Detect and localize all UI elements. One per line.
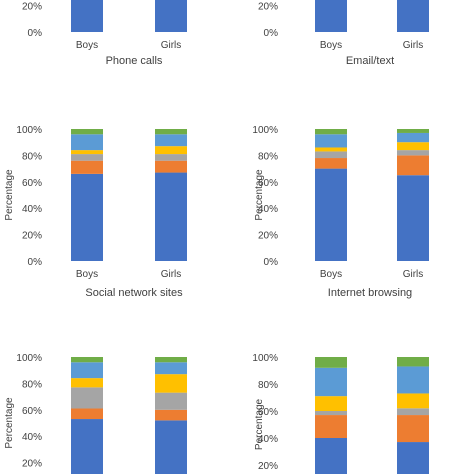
bar-segment-girls-4	[397, 142, 429, 151]
panel-title: Internet browsing	[328, 287, 412, 299]
bar-segment-boys-4	[71, 150, 103, 155]
y-axis-label: Percentage	[4, 169, 15, 221]
y-tick-label: 20%	[22, 459, 42, 470]
bar-segment-girls-2	[155, 409, 187, 421]
x-category-label: Girls	[403, 40, 424, 51]
y-tick-label: 0%	[28, 257, 43, 268]
y-axis-label: Percentage	[254, 398, 265, 450]
bar-segment-boys-2	[71, 160, 103, 174]
y-tick-label: 20%	[258, 231, 278, 242]
bar-segment-girls-3	[155, 154, 187, 161]
panel-title: Social network sites	[85, 287, 183, 299]
bar-segment-girls-6	[397, 129, 429, 133]
bar-segment-girls-3	[397, 408, 429, 416]
y-axis-label: Percentage	[4, 397, 15, 449]
y-tick-label: 20%	[258, 461, 278, 472]
y-tick-label: 0%	[264, 257, 279, 268]
bar-segment-girls-5	[155, 134, 187, 147]
bar-segment-boys-5	[315, 367, 347, 397]
bar-segment-boys-4	[315, 396, 347, 411]
bar-segment-girls-6	[155, 129, 187, 135]
y-tick-label: 40%	[22, 432, 42, 443]
bar-segment-boys-1	[71, 173, 103, 261]
bar-segment-boys-3	[315, 151, 347, 159]
bar-segment-girls-2	[397, 415, 429, 443]
y-tick-label: 40%	[258, 434, 278, 445]
y-tick-label: 100%	[16, 125, 42, 136]
y-tick-label: 20%	[22, 2, 42, 13]
bar-segment-boys-1	[71, 419, 103, 474]
y-tick-label: 40%	[22, 204, 42, 215]
bar-segment-boys-1	[315, 168, 347, 261]
bar-segment-boys-5	[315, 134, 347, 148]
bar-segment-girls-2	[155, 160, 187, 173]
y-tick-label: 60%	[258, 407, 278, 418]
y-tick-label: 100%	[252, 353, 278, 364]
bar-segment-girls-1	[397, 0, 429, 32]
x-category-label: Girls	[161, 40, 182, 51]
y-tick-label: 20%	[258, 2, 278, 13]
panel-title: Phone calls	[106, 55, 163, 67]
y-tick-label: 80%	[258, 151, 278, 162]
bar-segment-girls-2	[397, 155, 429, 176]
x-category-label: Boys	[76, 40, 98, 51]
y-tick-label: 100%	[16, 353, 42, 364]
bar-segment-boys-6	[71, 129, 103, 135]
x-category-label: Boys	[76, 269, 98, 280]
y-tick-label: 20%	[22, 231, 42, 242]
bar-segment-girls-5	[155, 362, 187, 375]
bar-segment-boys-1	[315, 438, 347, 474]
bar-segment-boys-6	[71, 357, 103, 363]
bar-segment-girls-4	[155, 374, 187, 393]
bar-segment-boys-4	[71, 378, 103, 388]
bar-segment-boys-2	[71, 408, 103, 420]
panel-title: Email/text	[346, 55, 394, 67]
bar-segment-girls-5	[397, 366, 429, 394]
bar-segment-boys-6	[315, 357, 347, 368]
y-tick-label: 60%	[22, 406, 42, 417]
bar-segment-boys-3	[71, 387, 103, 409]
x-category-label: Boys	[320, 269, 342, 280]
y-tick-label: 80%	[22, 379, 42, 390]
bar-segment-boys-6	[315, 129, 347, 135]
bar-segment-boys-5	[71, 134, 103, 151]
bar-segment-girls-6	[397, 357, 429, 367]
bar-segment-girls-1	[155, 172, 187, 261]
bar-segment-girls-1	[397, 175, 429, 261]
bar-segment-boys-3	[71, 154, 103, 161]
bar-segment-boys-3	[315, 411, 347, 416]
bar-segment-girls-3	[155, 392, 187, 410]
bar-segment-boys-2	[315, 415, 347, 438]
y-axis-label: Percentage	[254, 169, 265, 221]
y-tick-label: 100%	[252, 125, 278, 136]
bar-segment-girls-6	[155, 357, 187, 363]
bar-segment-girls-4	[155, 146, 187, 155]
x-category-label: Boys	[320, 40, 342, 51]
y-tick-label: 0%	[28, 28, 43, 39]
bar-segment-boys-1	[315, 0, 347, 32]
y-tick-label: 80%	[258, 380, 278, 391]
bar-segment-boys-1	[71, 0, 103, 32]
bar-segment-boys-4	[315, 147, 347, 152]
y-tick-label: 80%	[22, 151, 42, 162]
bar-segment-girls-1	[397, 442, 429, 474]
y-tick-label: 60%	[22, 178, 42, 189]
bar-segment-boys-5	[71, 362, 103, 379]
bar-segment-girls-1	[155, 420, 187, 474]
bar-segment-girls-3	[397, 150, 429, 156]
y-tick-label: 0%	[264, 28, 279, 39]
bar-segment-girls-5	[397, 132, 429, 143]
y-tick-label: 40%	[258, 204, 278, 215]
bar-segment-girls-4	[397, 393, 429, 409]
bar-segment-boys-2	[315, 158, 347, 169]
x-category-label: Girls	[403, 269, 424, 280]
x-category-label: Girls	[161, 269, 182, 280]
y-tick-label: 60%	[258, 178, 278, 189]
bar-segment-girls-1	[155, 0, 187, 32]
